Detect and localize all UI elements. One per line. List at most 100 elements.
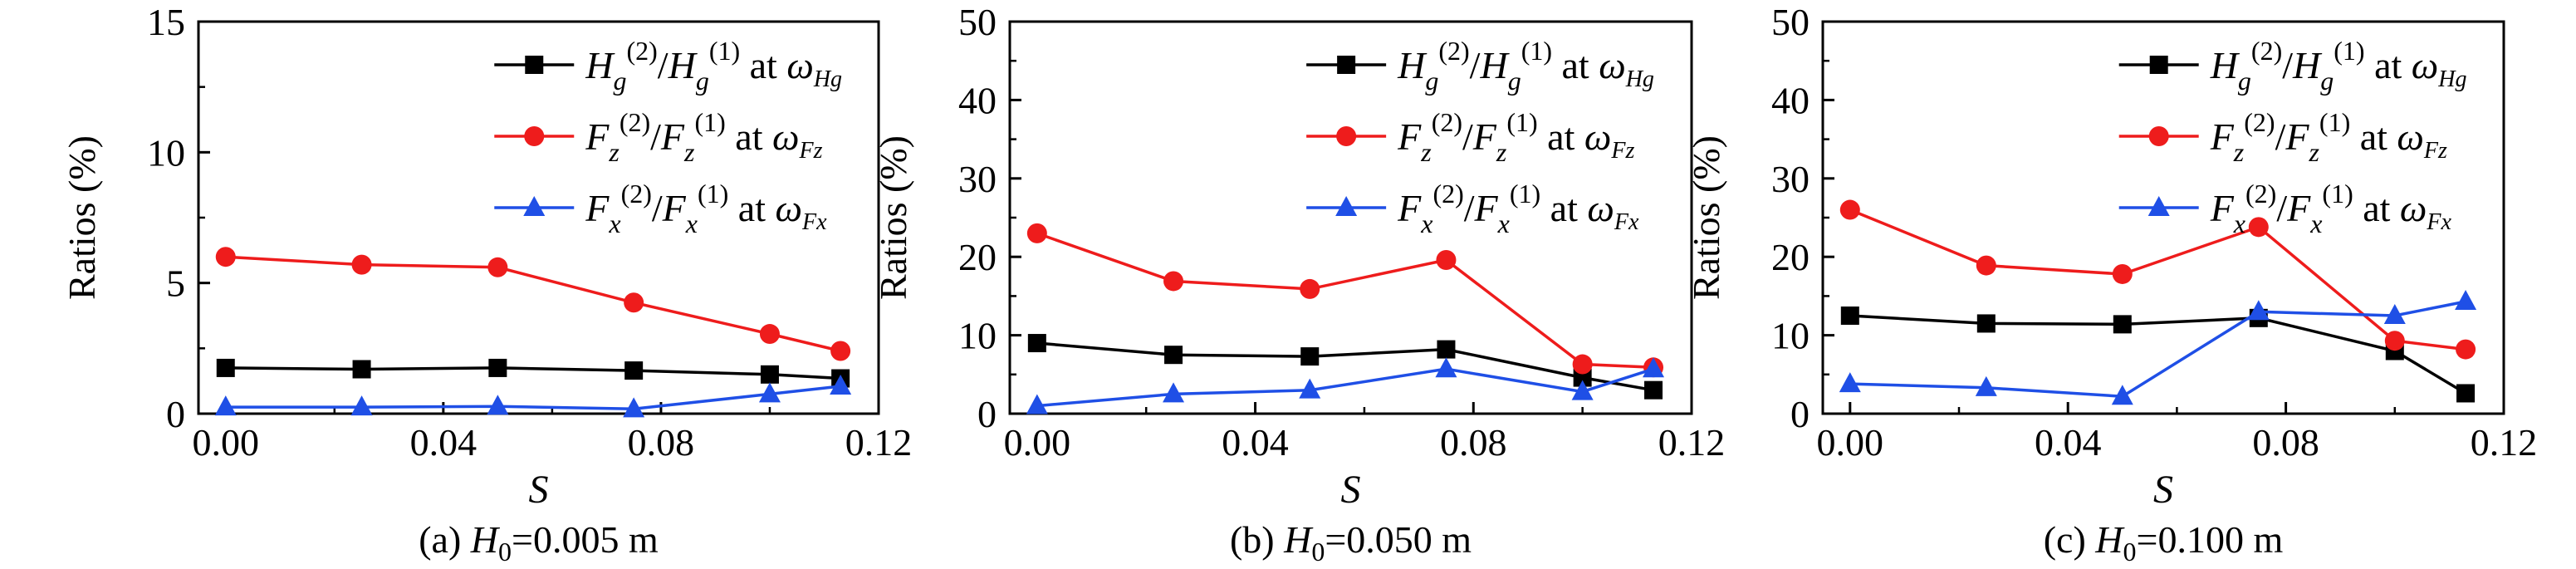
legend: Hg(2)/Hg(1) at ωHg Fz(2)/Fz(1) at ωFz Fx(2… [2118, 36, 2467, 238]
data-point-fz [2384, 331, 2405, 351]
y-tick-label: 50 [958, 1, 997, 43]
data-point-fz [2456, 339, 2476, 360]
y-tick-label: 5 [166, 262, 185, 305]
legend-label-hg: Hg(2)/Hg(1) at ωHg [2210, 36, 2467, 96]
data-point-fx [2455, 290, 2477, 311]
x-tick-label: 0.08 [628, 421, 695, 464]
x-axis-label: S [2153, 468, 2173, 512]
series-line-fx [225, 385, 841, 411]
y-tick-label: 10 [1771, 315, 1810, 357]
series-line-fx [1849, 300, 2466, 398]
data-point-fx [2383, 304, 2406, 324]
legend-marker-fz [524, 126, 545, 146]
y-tick-label: 10 [958, 315, 997, 357]
data-point-fx [1163, 382, 1185, 403]
series-line-hg [1849, 314, 2466, 395]
data-point-hg [1027, 334, 1046, 353]
legend-label-fz: Fz(2)/Fz(1) at ωFz [585, 107, 822, 167]
data-point-fx [2247, 300, 2270, 321]
y-tick-label: 0 [166, 393, 185, 435]
data-point-fz [1572, 354, 1593, 375]
data-point-hg [1644, 380, 1663, 400]
x-tick-label: 0.00 [1004, 421, 1071, 464]
legend-label-hg: Hg(2)/Hg(1) at ωHg [1397, 36, 1654, 96]
data-point-hg [2456, 384, 2476, 403]
legend-label-fz: Fz(2)/Fz(1) at ωFz [1397, 107, 1634, 167]
x-tick-label: 0.12 [1658, 421, 1726, 464]
y-tick-label: 40 [1771, 79, 1810, 121]
data-point-fz [487, 257, 508, 277]
data-point-fz [2112, 263, 2133, 284]
x-axis-label: S [1341, 468, 1361, 512]
data-point-fx [350, 395, 373, 416]
y-tick-label: 30 [958, 158, 997, 200]
data-point-fx [1026, 394, 1048, 414]
data-point-fz [759, 324, 780, 345]
y-tick-label: 0 [977, 393, 997, 435]
data-point-fx [1643, 357, 1665, 378]
data-point-fx [1299, 378, 1321, 399]
panel-caption: (c) H0=0.100 m [2044, 518, 2284, 567]
data-point-hg [1164, 346, 1183, 365]
legend-label-fx: Fx(2)/Fx(1) at ωFx [1397, 179, 1639, 238]
data-point-fz [1026, 223, 1047, 243]
y-tick-label: 20 [958, 236, 997, 278]
chart-panel-2: 0.00 0.04 0.08 0.12 0 10 20 30 40 50 Ratios (%) S (b… [872, 1, 1725, 567]
data-point-fz [351, 254, 372, 275]
data-point-hg [216, 358, 235, 377]
data-point-fx [1435, 357, 1457, 378]
series-line-fz [1849, 208, 2466, 351]
data-point-hg [760, 365, 779, 384]
y-tick-label: 10 [147, 131, 185, 174]
legend-label-fx: Fx(2)/Fx(1) at ωFx [2210, 179, 2452, 238]
x-tick-label: 0.00 [1817, 421, 1884, 464]
series-line-hg [1036, 341, 1654, 392]
legend-marker-fz [1336, 126, 1357, 146]
x-tick-label: 0.04 [410, 421, 477, 464]
data-point-fx [1975, 375, 1997, 396]
data-point-fx [1839, 372, 1861, 393]
data-point-fz [2248, 217, 2269, 238]
y-axis-label: Ratios (%) [61, 135, 103, 300]
data-point-hg [624, 361, 644, 380]
data-point-hg [1976, 314, 1996, 333]
y-tick-label: 30 [1771, 158, 1810, 200]
y-axis-label: Ratios (%) [872, 135, 914, 300]
panel-caption: (a) H0=0.005 m [419, 518, 659, 567]
chart-panel-1: 0.00 0.04 0.08 0.12 0 5 10 15 Ratios (%) S (a) H0=… [61, 1, 912, 567]
y-axis-label: Ratios (%) [1685, 135, 1727, 300]
panel-caption: (b) H0=0.050 m [1230, 518, 1472, 567]
legend-marker-hg [525, 56, 544, 74]
x-axis-label: S [529, 468, 549, 512]
chart-panel-3: 0.00 0.04 0.08 0.12 0 10 20 30 40 50 Ratios (%) S (c… [1685, 1, 2537, 567]
data-point-fx [758, 382, 781, 403]
legend-marker-hg [1337, 56, 1356, 74]
data-point-hg [1300, 347, 1320, 366]
legend-marker-fz [2148, 126, 2169, 146]
data-point-fx [487, 395, 509, 415]
x-tick-label: 0.04 [1222, 421, 1289, 464]
data-point-hg [1840, 307, 1859, 325]
data-point-fz [1163, 271, 1184, 292]
legend-label-fx: Fx(2)/Fx(1) at ωFx [585, 179, 827, 238]
y-tick-label: 15 [147, 1, 185, 43]
data-point-fx [2111, 385, 2133, 405]
legend-marker-hg [2149, 56, 2168, 74]
data-point-hg [488, 358, 507, 377]
y-tick-label: 50 [1771, 1, 1810, 43]
data-point-fz [1300, 278, 1320, 299]
data-point-fz [1839, 199, 1860, 220]
series-line-fx [1036, 367, 1654, 408]
x-tick-label: 0.12 [845, 421, 913, 464]
y-tick-label: 40 [958, 79, 997, 121]
data-point-fx [214, 395, 237, 416]
data-point-hg [1437, 340, 1456, 359]
data-point-fx [623, 397, 645, 418]
x-tick-label: 0.00 [193, 421, 260, 464]
legend-label-fz: Fz(2)/Fz(1) at ωFz [2210, 107, 2447, 167]
legend-marker-fx [523, 196, 546, 216]
series-line-fz [1036, 232, 1654, 370]
data-point-fz [830, 341, 851, 361]
legend: Hg(2)/Hg(1) at ωHg Fz(2)/Fz(1) at ωFz Fx(2… [494, 36, 842, 238]
